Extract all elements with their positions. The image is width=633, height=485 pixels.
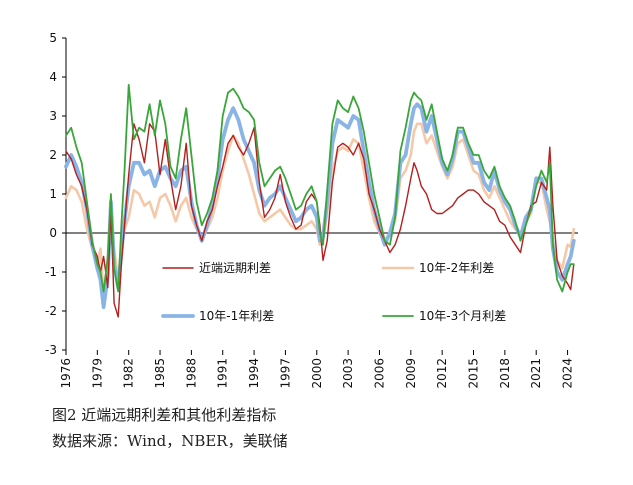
series-line-3 <box>65 83 575 293</box>
series-line-2 <box>64 102 576 309</box>
x-tick-label: 1988 <box>184 358 198 389</box>
series-line-1 <box>64 122 576 297</box>
chart-svg: -3 -2 -1 0 1 2 3 4 5 1976 1979 1982 1985 1988 1991 199… <box>45 31 578 389</box>
y-tick-label: -1 <box>45 265 57 279</box>
x-tick-label: 1976 <box>59 358 73 389</box>
legend-label-0: 近端远期利差 <box>199 261 271 275</box>
x-tick-label: 2012 <box>435 358 449 389</box>
y-axis-ticks: -3 -2 -1 0 1 2 3 4 5 <box>45 31 66 357</box>
x-tick-label: 2018 <box>498 358 512 389</box>
x-tick-label: 2006 <box>372 358 386 389</box>
x-tick-label: 1979 <box>90 358 104 389</box>
legend-label-2: 10年-1年利差 <box>199 309 274 323</box>
series-layer <box>64 83 576 318</box>
figure-source: 数据来源：Wind，NBER，美联储 <box>52 432 288 450</box>
x-tick-label: 2024 <box>561 358 575 389</box>
y-tick-label: 3 <box>49 109 57 123</box>
legend-label-1: 10年-2年利差 <box>419 261 494 275</box>
series-line-0 <box>65 123 575 318</box>
x-tick-label: 1994 <box>247 358 261 389</box>
figure-title: 图2 近端远期利差和其他利差指标 <box>52 406 277 424</box>
x-tick-label: 1982 <box>122 358 136 389</box>
x-tick-label: 1991 <box>216 358 230 389</box>
y-tick-label: -2 <box>45 304 57 318</box>
x-tick-label: 2021 <box>529 358 543 389</box>
x-tick-label: 2003 <box>341 358 355 389</box>
legend: 近端远期利差 10年-2年利差 10年-1年利差 10年-3个月利差 <box>161 261 506 323</box>
x-tick-label: 2015 <box>467 358 481 389</box>
y-tick-label: 4 <box>49 70 57 84</box>
y-tick-label: -3 <box>45 343 57 357</box>
y-tick-label: 0 <box>49 226 57 240</box>
y-tick-label: 1 <box>49 187 57 201</box>
x-tick-label: 2000 <box>310 358 324 389</box>
x-tick-label: 2009 <box>404 358 418 389</box>
legend-label-3: 10年-3个月利差 <box>419 309 506 323</box>
x-tick-label: 1985 <box>153 358 167 389</box>
y-tick-label: 2 <box>49 148 57 162</box>
y-tick-label: 5 <box>49 31 57 45</box>
x-tick-label: 1997 <box>278 358 292 389</box>
x-axis-ticks: 1976 1979 1982 1985 1988 1991 1994 1997 2000 2003… <box>59 350 575 389</box>
